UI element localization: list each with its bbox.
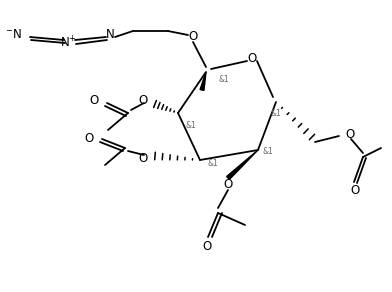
Text: &1: &1: [208, 159, 219, 168]
Polygon shape: [227, 150, 258, 180]
Text: O: O: [202, 239, 212, 253]
Text: O: O: [247, 51, 257, 65]
Text: N: N: [105, 29, 114, 41]
Text: &1: &1: [219, 74, 230, 84]
Text: N$^{+}$: N$^{+}$: [60, 35, 76, 51]
Text: O: O: [345, 128, 354, 140]
Text: O: O: [350, 185, 359, 197]
Text: O: O: [85, 133, 94, 145]
Text: O: O: [139, 152, 148, 164]
Polygon shape: [200, 72, 206, 91]
Text: O: O: [139, 93, 148, 107]
Text: O: O: [90, 95, 99, 107]
Text: O: O: [189, 30, 198, 44]
Text: &1: &1: [271, 110, 282, 119]
Text: &1: &1: [186, 121, 197, 129]
Text: O: O: [223, 178, 232, 192]
Text: $^{-}$N: $^{-}$N: [5, 29, 22, 41]
Text: &1: &1: [263, 147, 274, 157]
